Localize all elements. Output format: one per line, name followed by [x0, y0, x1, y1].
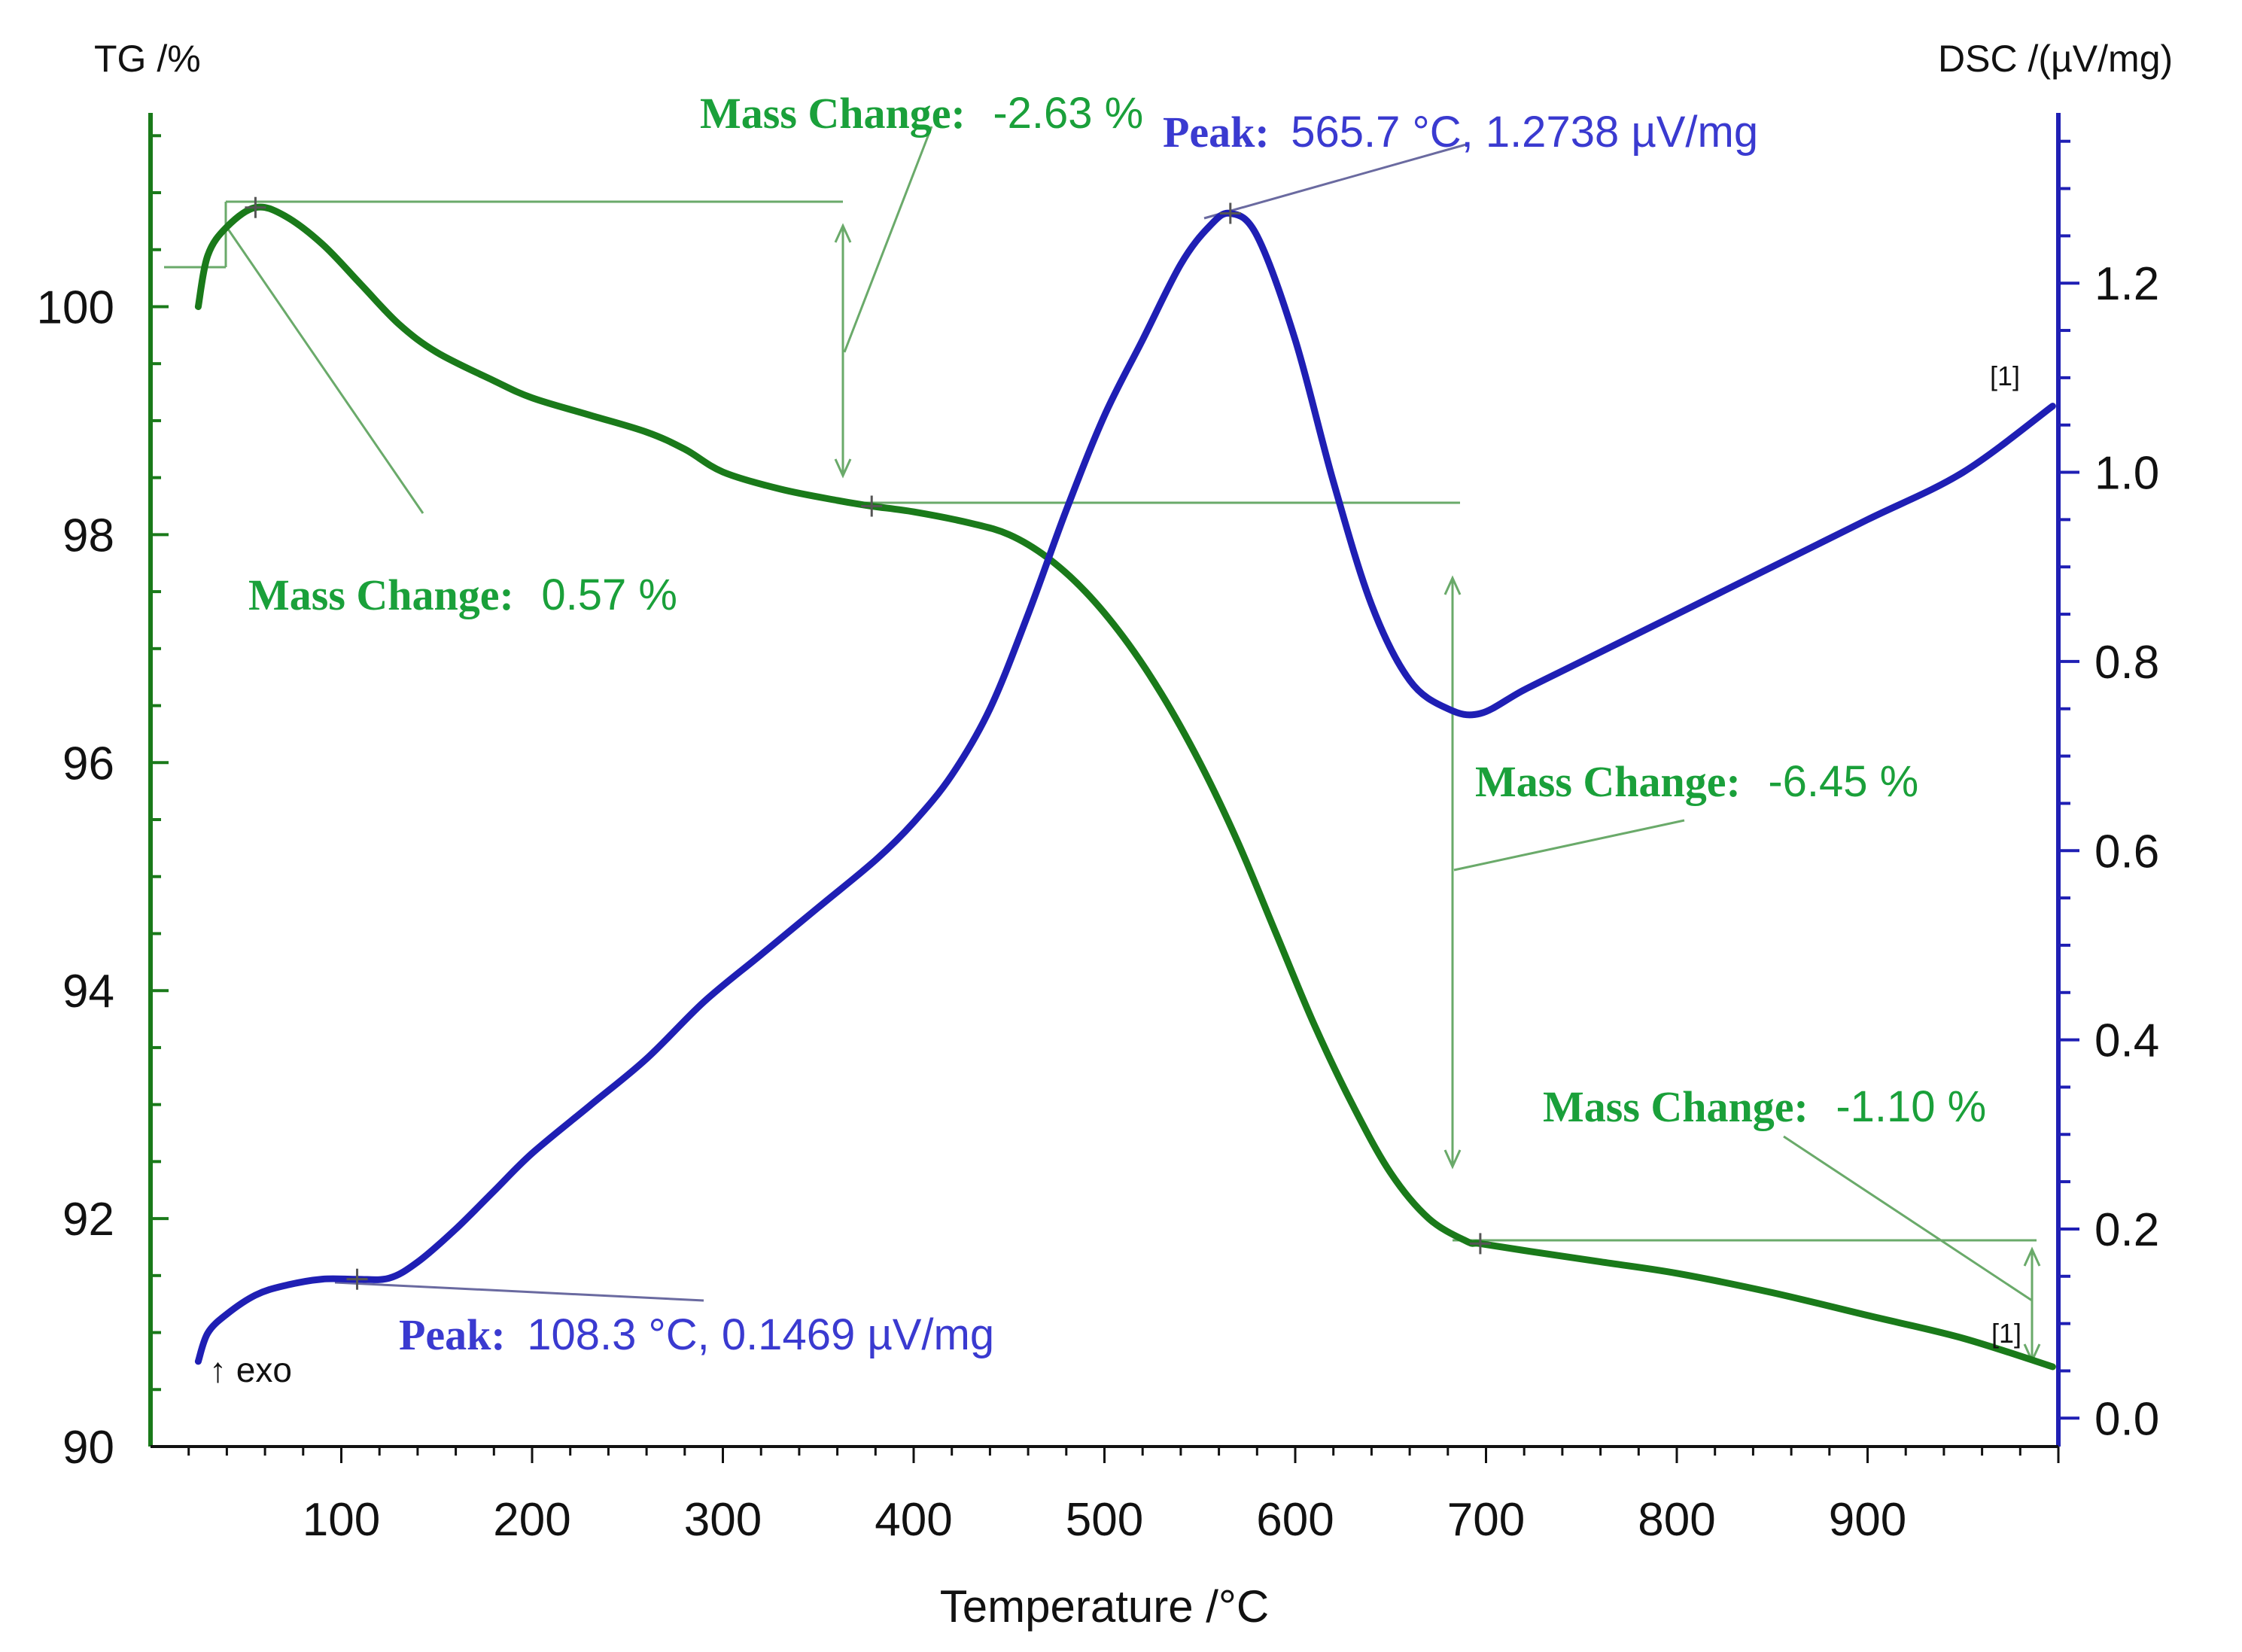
bottom-tick-label: 600 [1256, 1494, 1334, 1546]
annotation-value: -1.10 % [1836, 1082, 1986, 1131]
left-tick-label: 90 [62, 1422, 114, 1474]
left-tick-label: 100 [37, 281, 114, 333]
right-tick-label: 0.6 [2094, 826, 2159, 878]
mass-change-annotation-3: Mass Change: -6.45 % [1475, 757, 1918, 806]
right-tick-label: 1.0 [2094, 448, 2159, 500]
left-tick-label: 96 [62, 738, 114, 789]
dsc-peak-annotation-1: Peak: 565.7 °C, 1.2738 µV/mg [1163, 108, 1758, 157]
right-axis-group: 0.0 0.2 0.4 0.6 0.8 1.0 1.2 [2056, 113, 2159, 1447]
annotation-value: 565.7 °C, 1.2738 µV/mg [1291, 108, 1758, 157]
y-left-axis-title: TG /% [94, 38, 201, 80]
annotation-lines [164, 126, 2041, 1364]
bottom-tick-label: 500 [1066, 1494, 1143, 1546]
left-axis-ticks: 90 92 94 96 98 100 [37, 134, 169, 1474]
bottom-tick-label: 900 [1829, 1494, 1906, 1546]
bottom-tick-label: 700 [1447, 1494, 1525, 1546]
bottom-tick-label: 300 [684, 1494, 762, 1546]
annotation-label: Mass Change: [248, 570, 514, 619]
bottom-axis-ticks: 100 200 300 400 500 600 700 800 900 [187, 1447, 2060, 1546]
left-tick-label: 94 [62, 966, 114, 1018]
tg-series-line [194, 203, 2056, 1371]
right-tick-label: 0.2 [2094, 1204, 2159, 1256]
annotation-label: Peak: [1163, 108, 1270, 157]
mass-change-3-arrow-head-top [1443, 575, 1462, 595]
right-tick-label: 0.0 [2094, 1393, 2159, 1445]
dsc-peak-1-leader [1203, 143, 1467, 220]
annotation-value: -2.63 % [993, 89, 1143, 138]
annotation-value: 108.3 °C, 0.1469 µV/mg [527, 1310, 994, 1359]
annotation-markers [245, 196, 1491, 1290]
right-tick-label: 0.8 [2094, 637, 2159, 689]
mass-change-3-arrow-head-bottom [1443, 1149, 1462, 1170]
bottom-tick-label: 100 [303, 1494, 380, 1546]
mass-change-2-arrow-head-top [834, 223, 852, 243]
annotation-value: -6.45 % [1768, 757, 1918, 806]
right-tick-label: 1.2 [2094, 258, 2159, 310]
segment-marker-tg: [1] [1991, 1318, 2021, 1349]
y-right-axis-title: DSC /(µV/mg) [1938, 38, 2173, 80]
mass-change-annotation-4: Mass Change: -1.10 % [1543, 1082, 1986, 1131]
right-tick-label: 0.4 [2094, 1015, 2159, 1067]
bottom-axis-group: 100 200 300 400 500 600 700 800 900 [151, 1445, 2060, 1546]
bottom-tick-label: 200 [493, 1494, 570, 1546]
mass-change-annotation-2: Mass Change: -2.63 % [700, 89, 1143, 138]
mass-change-3-leader [1453, 819, 1685, 872]
annotation-label: Mass Change: [1475, 757, 1741, 806]
mass-change-annotation-1: Mass Change: 0.57 % [248, 570, 677, 619]
mass-change-2-arrow-head-bottom [834, 458, 852, 479]
left-tick-label: 92 [62, 1194, 114, 1246]
left-axis-group: 90 92 94 96 98 100 [37, 113, 169, 1474]
left-tick-label: 98 [62, 510, 114, 561]
dsc-peak-2-leader [334, 1281, 704, 1302]
bottom-tick-label: 800 [1638, 1494, 1715, 1546]
mass-change-4-arrow-head-top [2023, 1246, 2041, 1267]
annotation-label: Peak: [399, 1310, 506, 1359]
right-axis-ticks: 0.0 0.2 0.4 0.6 0.8 1.0 1.2 [2058, 139, 2159, 1445]
mass-change-1-leader [224, 225, 424, 514]
annotation-value: 0.57 % [541, 570, 677, 619]
mass-change-4-leader [1783, 1135, 2033, 1302]
bottom-tick-label: 400 [875, 1494, 952, 1546]
dsc-series-line [194, 209, 2056, 1365]
exo-direction-note: ↑ exo [209, 1350, 292, 1389]
annotation-label: Mass Change: [700, 89, 966, 138]
segment-marker-dsc: [1] [1990, 361, 2020, 391]
annotation-label: Mass Change: [1543, 1082, 1809, 1131]
mass-change-2-leader [843, 126, 933, 353]
dsc-peak-annotation-2: Peak: 108.3 °C, 0.1469 µV/mg [399, 1310, 994, 1359]
x-axis-title: Temperature /°C [940, 1581, 1270, 1632]
